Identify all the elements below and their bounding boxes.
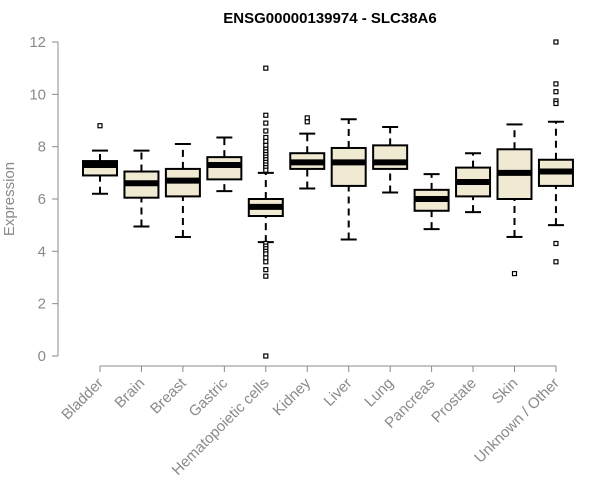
outlier-point: [263, 273, 269, 279]
box-bladder: [82, 123, 118, 195]
y-tick-label: 8: [38, 139, 46, 156]
box-breast: [164, 143, 201, 238]
outlier-point: [553, 100, 559, 107]
outlier-point: [553, 240, 559, 247]
outlier-point: [553, 39, 559, 45]
y-tick-label: 10: [29, 86, 46, 103]
y-tick-label: 0: [38, 348, 46, 365]
outlier-point: [263, 65, 269, 71]
y-axis-ticks: 0 2 4 6 8 10 12: [29, 34, 58, 365]
iqr-box: [372, 144, 409, 170]
x-tick-label: Kidney: [270, 374, 315, 419]
box-kidney: [289, 115, 326, 190]
outlier-point: [263, 120, 269, 126]
outlier-point: [263, 259, 269, 265]
outlier-point: [263, 353, 269, 359]
x-tick-label: Lung: [361, 375, 397, 411]
box-hematopoietic-cells: [247, 65, 284, 359]
box-brain: [123, 149, 160, 228]
outlier-point: [263, 128, 269, 134]
box-series: [82, 39, 574, 359]
x-tick-label: Bladder: [58, 375, 107, 424]
box-gastric: [206, 136, 243, 193]
outlier-point: [553, 259, 559, 265]
x-tick-label: Liver: [321, 375, 356, 410]
outlier-point: [553, 89, 559, 95]
iqr-box: [330, 146, 367, 187]
y-tick-label: 12: [29, 34, 46, 51]
y-tick-label: 6: [38, 191, 46, 208]
box-prostate: [455, 152, 492, 214]
outlier-point: [263, 267, 269, 273]
outlier-point: [511, 270, 518, 277]
box-liver: [330, 118, 367, 241]
iqr-box: [206, 156, 243, 181]
outlier-point: [263, 167, 269, 173]
y-tick-label: 4: [38, 243, 46, 260]
box-skin: [496, 123, 533, 277]
outlier-point: [97, 123, 103, 129]
box-lung: [372, 126, 409, 194]
outlier-point: [553, 81, 559, 87]
x-tick-label: Prostate: [428, 375, 480, 427]
box-pancreas: [413, 173, 450, 231]
y-tick-label: 2: [38, 296, 46, 313]
outlier-point: [263, 112, 269, 118]
x-tick-label: Skin: [489, 375, 522, 408]
y-axis-label: Expression: [1, 162, 18, 236]
chart-title: ENSG00000139974 - SLC38A6: [223, 10, 436, 27]
box-unknown-other: [537, 39, 574, 265]
x-tick-label: Brain: [111, 375, 148, 412]
outlier-point: [304, 119, 310, 125]
x-tick-label: Breast: [147, 374, 190, 417]
